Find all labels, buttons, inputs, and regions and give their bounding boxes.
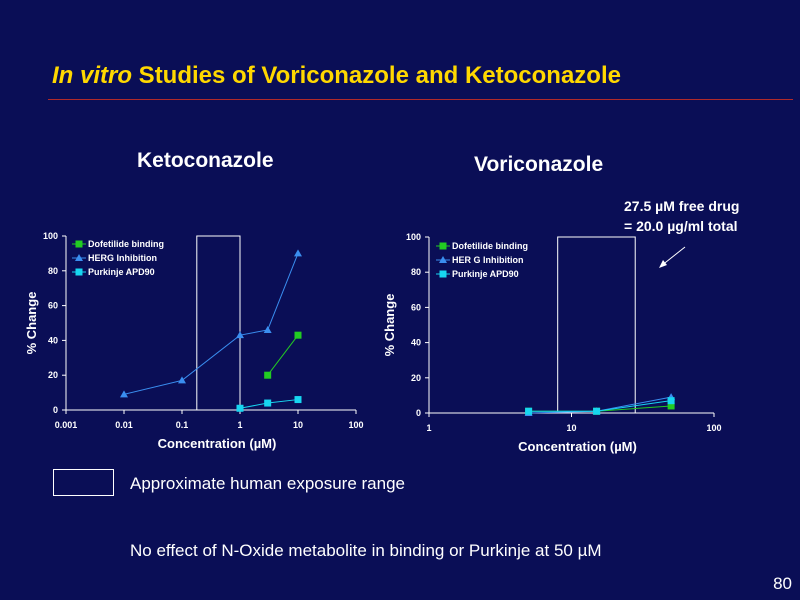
vori-exposure-range-box [557,236,636,414]
title-divider [48,99,793,100]
keto-series-0-point [264,371,272,379]
vori-y-tick-label: 20 [411,373,421,383]
keto-legend-label-0: Dofetilide binding [88,239,164,249]
keto-series-2-point [236,404,244,412]
ketoconazole-chart-title: Ketoconazole [137,149,274,172]
vori-y-tick-label: 0 [416,408,421,418]
keto-y-tick-label: 0 [53,405,58,415]
keto-legend-label-1: HERG Inhibition [88,253,157,263]
annotation-arrow-head [659,260,667,268]
vori-x-axis-label: Concentration (µM) [518,439,637,454]
vori-y-tick-label: 60 [411,302,421,312]
keto-y-tick-label: 80 [48,266,58,276]
page-number: 80 [773,574,792,593]
keto-y-tick-label: 40 [48,335,58,345]
slide-title: In vitro Studies of Voriconazole and Ket… [52,62,621,90]
keto-x-tick-label: 100 [348,420,363,430]
vori-series-2-point [525,407,533,415]
keto-y-tick-label: 100 [43,231,58,241]
vori-series-2-point [593,407,601,415]
keto-legend-label-2: Purkinje APD90 [88,267,155,277]
vori-y-tick-label: 40 [411,338,421,348]
vori-y-tick-label: 80 [411,267,421,277]
exposure-legend-label: Approximate human exposure range [130,474,405,493]
vori-x-tick-label: 10 [566,423,576,433]
keto-x-tick-label: 0.01 [115,420,133,430]
vori-legend-marker-0 [439,242,447,250]
slide-title-rest: Studies of Voriconazole and Ketoconazole [132,62,621,89]
keto-series-1-point [120,390,128,398]
keto-x-axis-label: Concentration (µM) [158,436,277,451]
vori-legend-marker-1 [439,256,447,263]
keto-x-tick-label: 1 [237,420,242,430]
exposure-legend-box [53,469,114,496]
keto-y-tick-label: 60 [48,301,58,311]
keto-y-tick-label: 20 [48,370,58,380]
keto-x-tick-label: 0.1 [176,420,189,430]
exposure-annotation: 27.5 µM free drug = 20.0 µg/ml total [624,196,739,236]
vori-x-tick-label: 100 [706,423,721,433]
vori-y-axis-label: % Change [382,294,397,357]
keto-series-0-point [294,331,302,339]
voriconazole-chart-title: Voriconazole [474,153,604,176]
keto-x-tick-label: 10 [293,420,303,430]
keto-series-1-point [178,376,186,384]
vori-series-2-point [667,397,675,405]
vori-legend-label-2: Purkinje APD90 [452,269,519,279]
keto-legend-marker-1 [75,254,83,261]
keto-y-axis-label: % Change [24,292,39,355]
keto-exposure-range-box [196,235,241,411]
keto-legend-marker-2 [75,268,83,276]
keto-x-tick-label: 0.001 [55,420,78,430]
vori-legend-label-0: Dofetilide binding [452,241,528,251]
vori-x-tick-label: 1 [426,423,431,433]
keto-series-1-point [294,249,302,257]
annotation-line-2: = 20.0 µg/ml total [624,218,738,234]
keto-series-1-point [263,325,272,333]
keto-series-line-0 [267,334,299,376]
keto-series-1-point [236,331,244,339]
keto-series-2-point [264,399,272,407]
annotation-line-1: 27.5 µM free drug [624,198,740,214]
vori-y-tick-label: 100 [406,232,421,242]
vori-legend-label-1: HER G Inhibition [452,255,524,265]
keto-legend-marker-0 [75,240,83,248]
vori-series-0-point [667,402,675,410]
footnote: No effect of N-Oxide metabolite in bindi… [130,541,602,560]
vori-legend-marker-2 [439,270,447,278]
keto-series-2-point [294,396,302,404]
slide-title-italic: In vitro [52,62,133,89]
